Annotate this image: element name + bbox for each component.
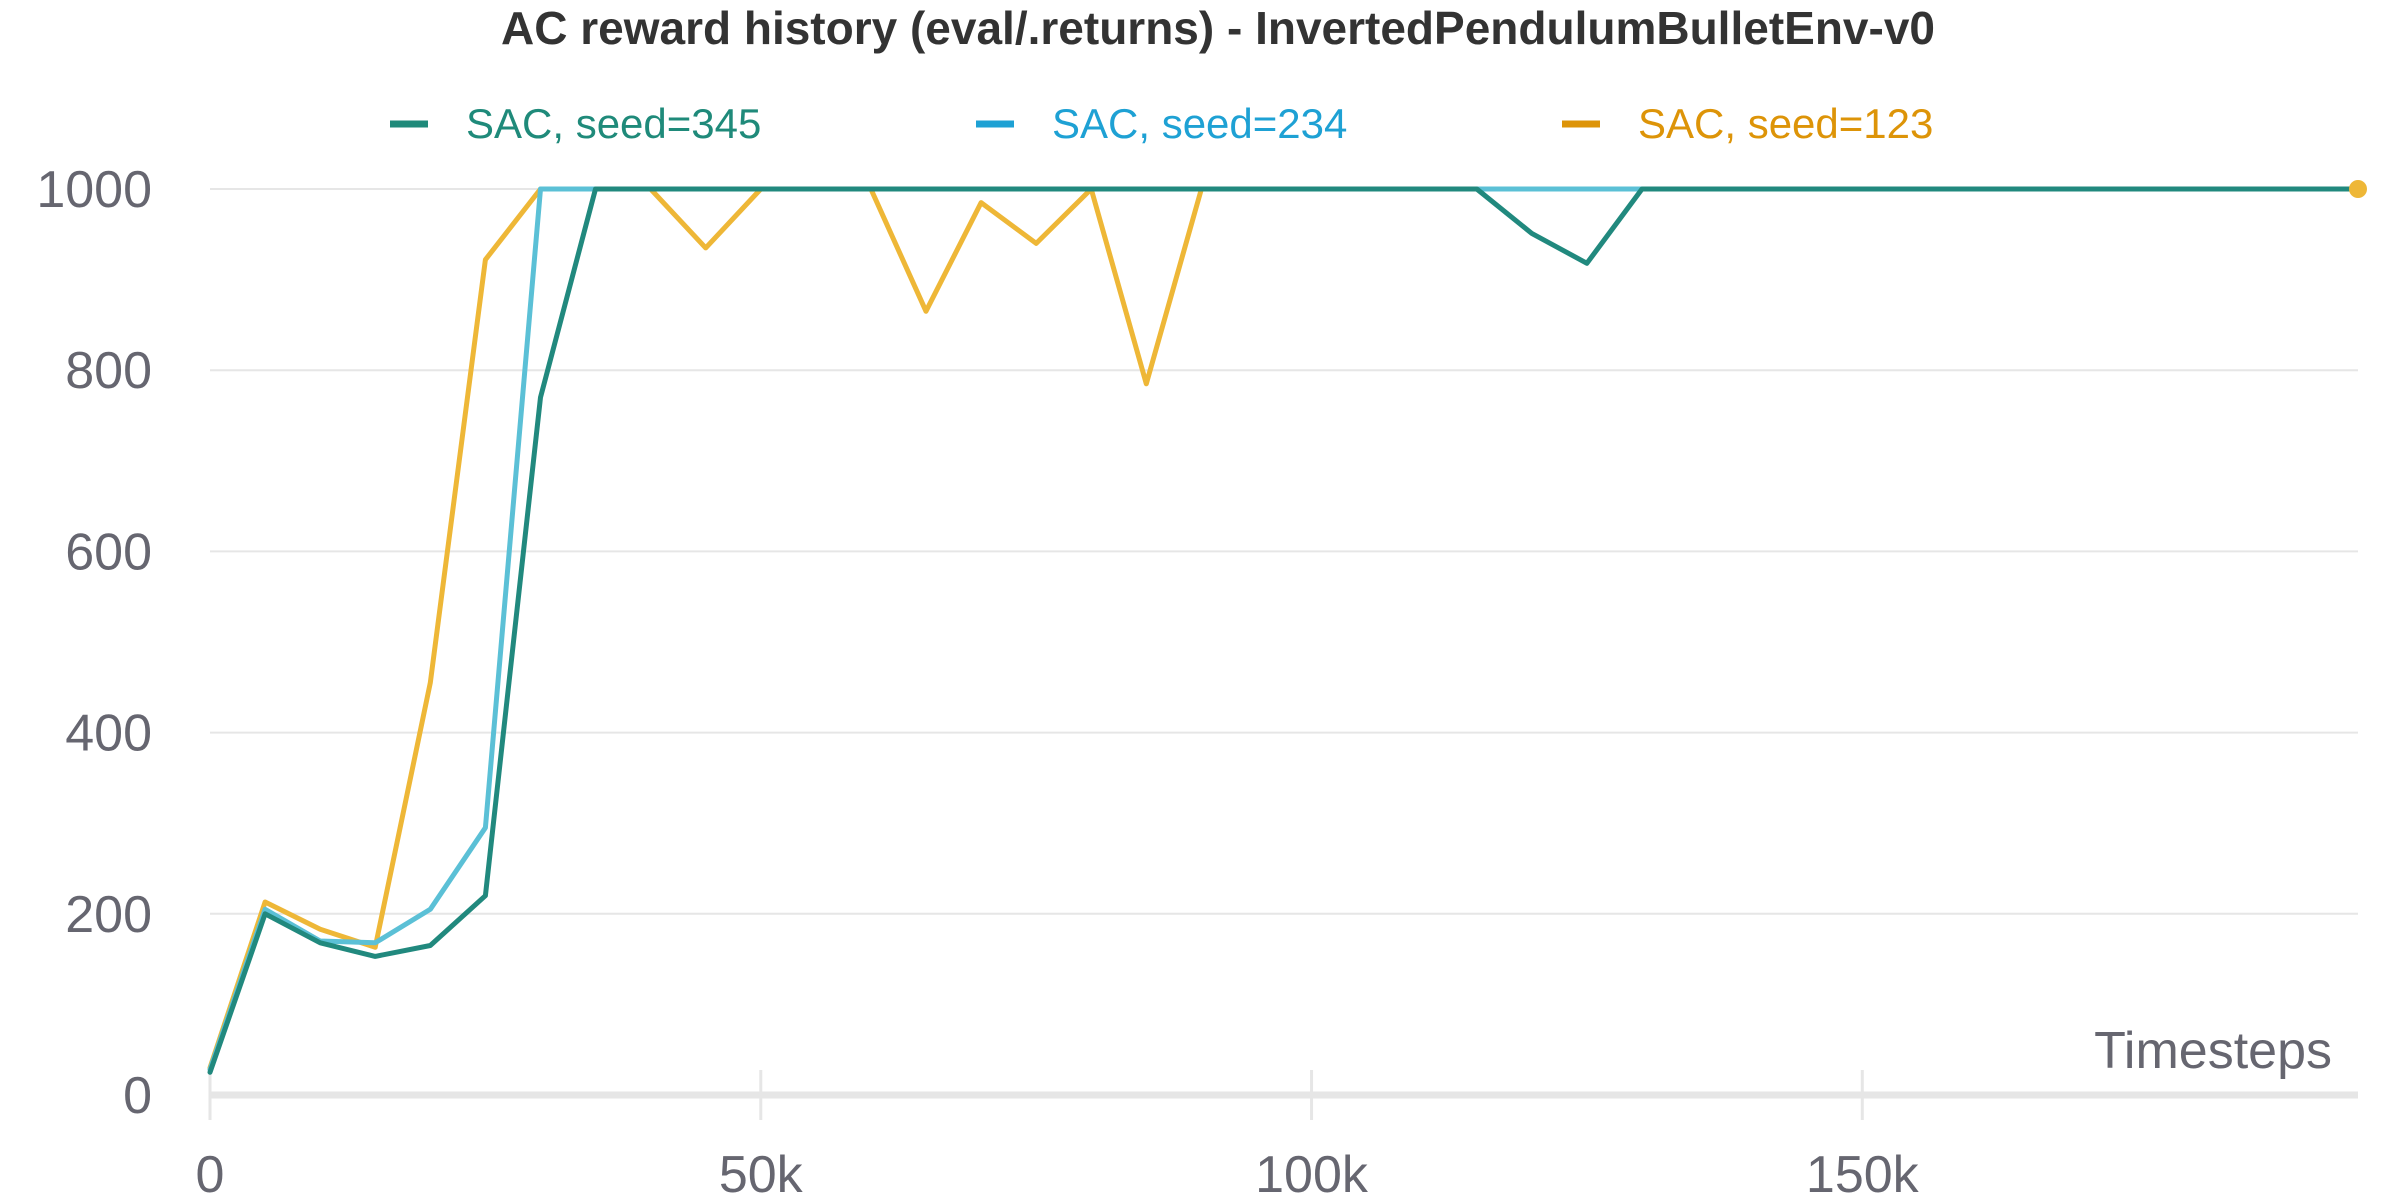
x-axis: 0 50k 100k 150k [196, 1070, 2358, 1200]
y-tick-label: 800 [65, 342, 152, 400]
series-line [207, 186, 2361, 1075]
series-line [207, 186, 2361, 1073]
legend-label: SAC, seed=123 [1638, 100, 1933, 147]
legend: SAC, seed=345 SAC, seed=234 SAC, seed=123 [390, 100, 1933, 147]
end-point-marker [2349, 180, 2367, 198]
y-tick-label: 200 [65, 886, 152, 944]
y-tick-label: 600 [65, 523, 152, 581]
x-tick-label: 100k [1255, 1146, 1369, 1200]
legend-label: SAC, seed=345 [466, 100, 761, 147]
x-tick-label: 0 [196, 1146, 225, 1200]
y-tick-label: 1000 [36, 161, 152, 219]
series-line [207, 186, 2361, 1071]
series-group [207, 180, 2367, 1075]
legend-label: SAC, seed=234 [1052, 100, 1347, 147]
x-axis-title: Timesteps [2094, 1022, 2332, 1080]
y-tick-label: 400 [65, 705, 152, 763]
x-tick-label: 50k [719, 1146, 804, 1200]
grid-lines [210, 188, 2358, 915]
x-tick-label: 150k [1806, 1146, 1920, 1200]
chart-title: AC reward history (eval/.returns) - Inve… [501, 2, 1935, 54]
y-axis: 0 200 400 600 800 1000 [36, 161, 152, 1125]
y-tick-label: 0 [123, 1067, 152, 1125]
